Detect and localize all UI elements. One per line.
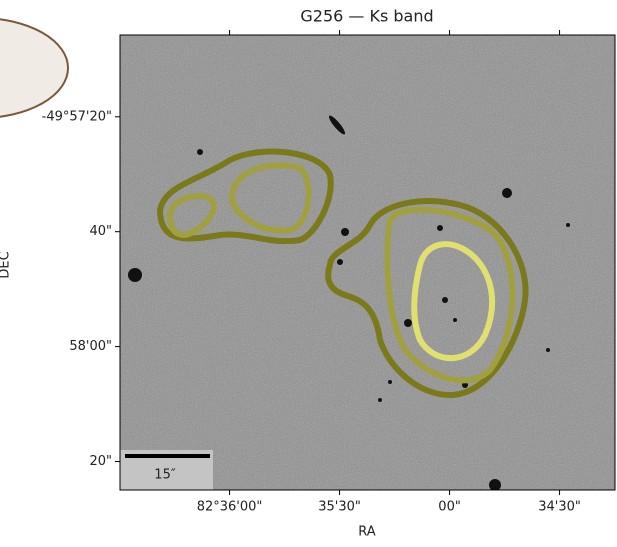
x-tick-label: 82°36'00" — [197, 500, 263, 515]
y-tick-label: 58'00" — [69, 339, 112, 354]
scalebar-label: 15″ — [154, 468, 176, 483]
x-tick-label: 34'30" — [538, 500, 581, 515]
x-tick-label: 00" — [438, 500, 461, 515]
y-axis-label: DEC — [0, 251, 13, 278]
chart: 15″ G256 — Ks band RA DEC 82°36'00" 35'30… — [0, 0, 617, 543]
page: 15″ G256 — Ks band RA DEC 82°36'00" 35'30… — [0, 0, 617, 543]
y-tick-label: 40" — [89, 224, 112, 239]
x-axis-label: RA — [358, 525, 376, 540]
overlay-shape — [0, 18, 68, 118]
x-tick-label: 35'30" — [318, 500, 361, 515]
chart-title: G256 — Ks band — [300, 7, 433, 26]
image: 15″ — [120, 35, 615, 491]
y-tick-label: -49°57'20" — [42, 109, 112, 124]
y-tick-label: 20" — [89, 454, 112, 469]
